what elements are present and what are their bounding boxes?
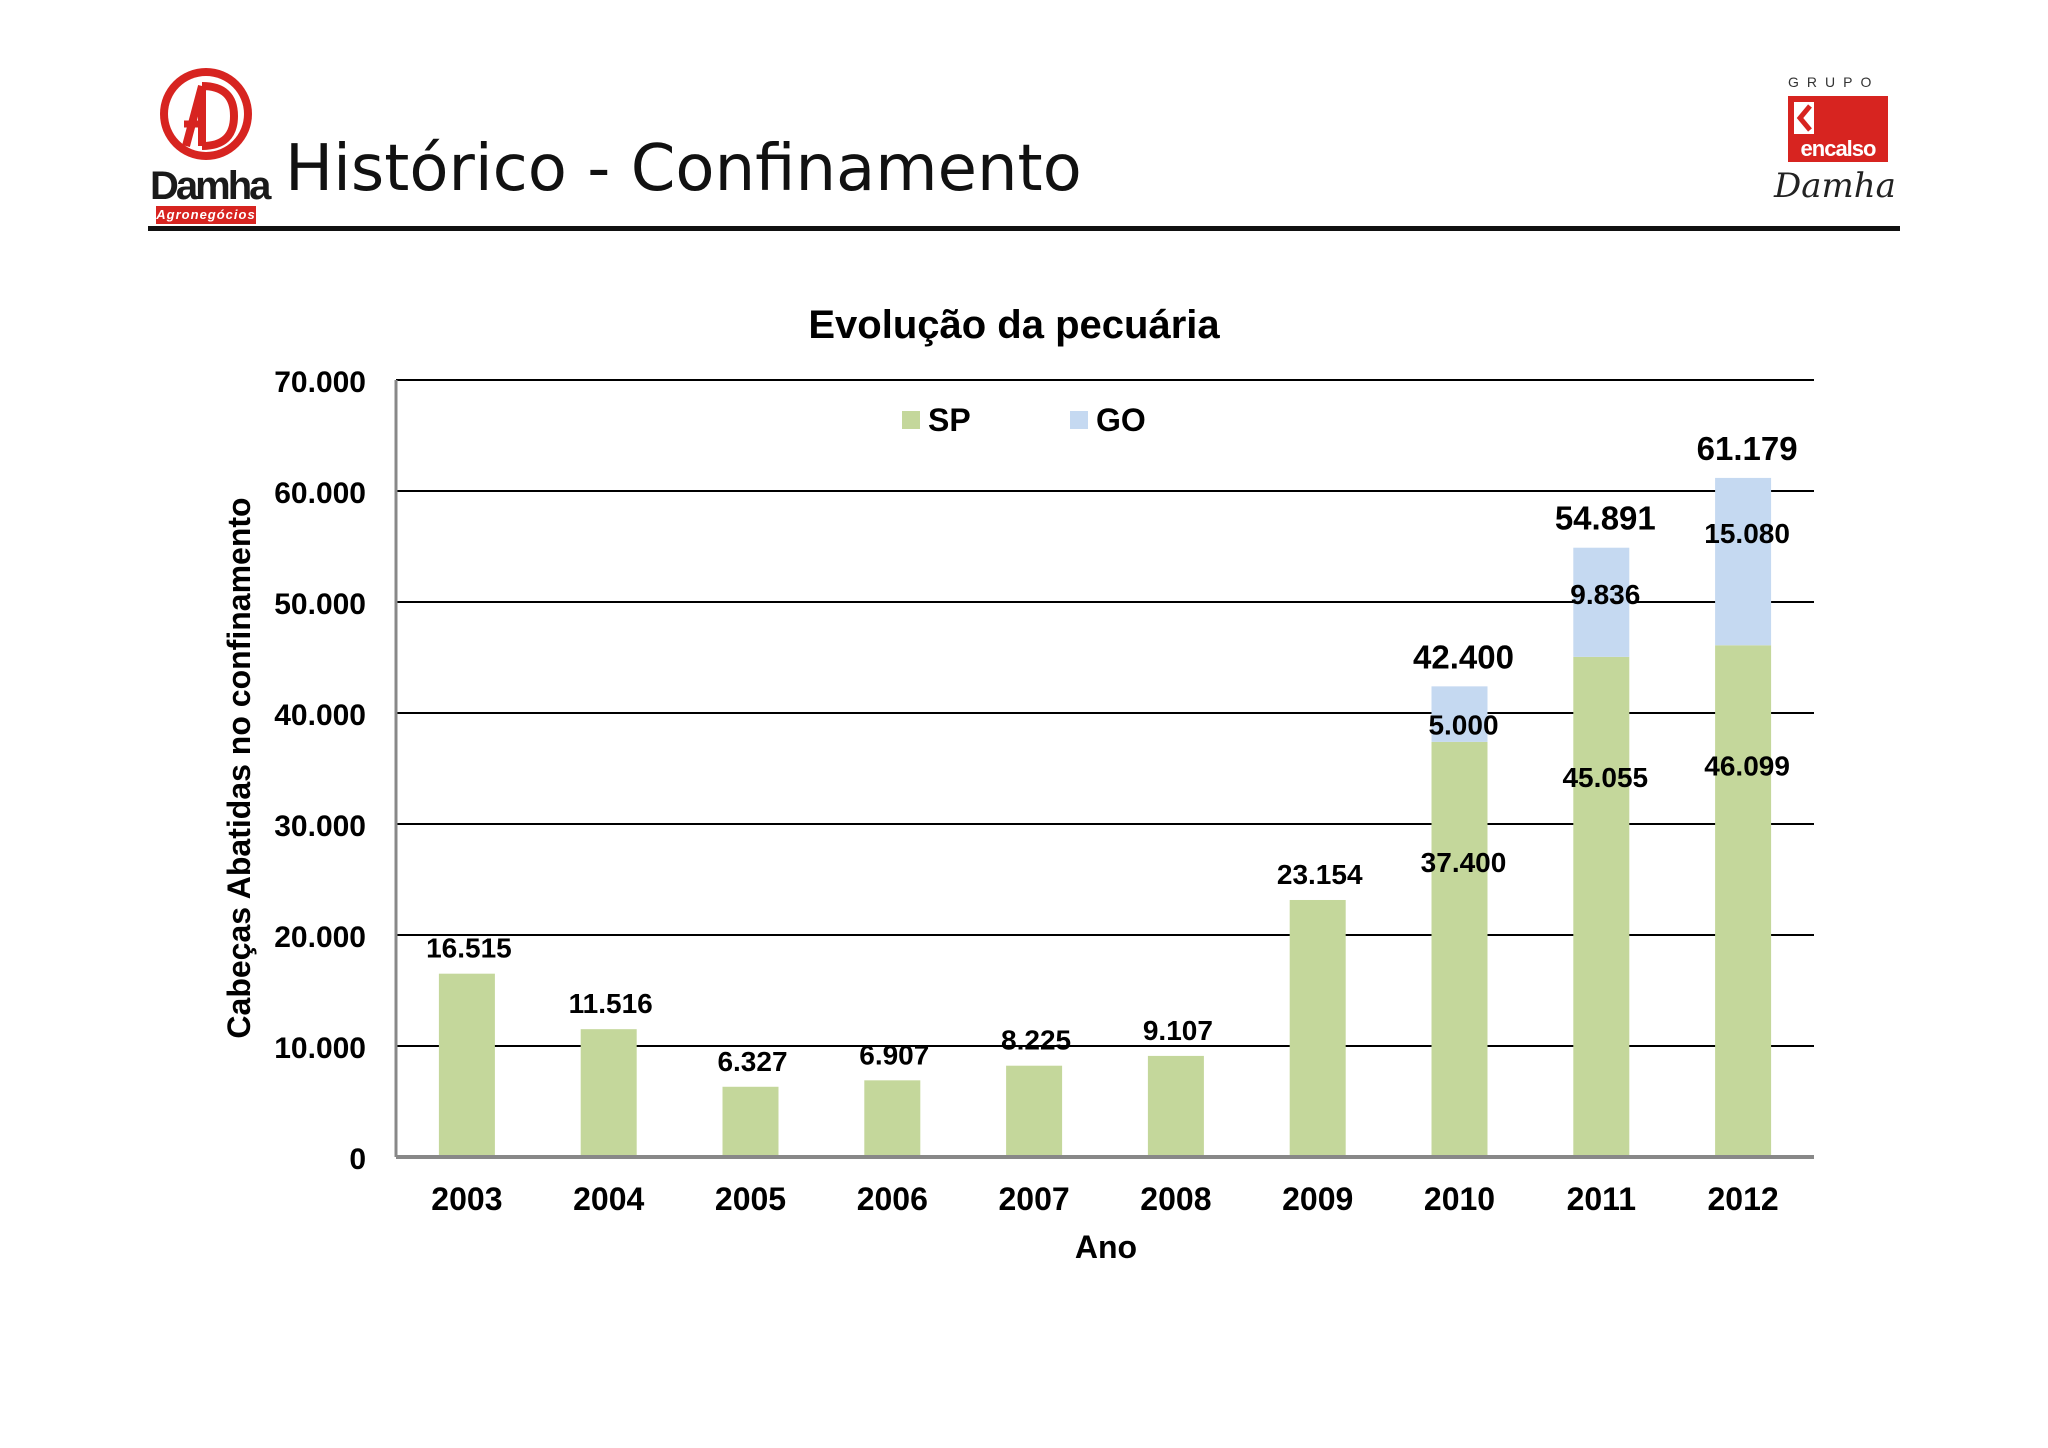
damha-emblem-icon — [160, 68, 252, 160]
chart-title: Evolução da pecuária — [808, 303, 1220, 347]
data-label-sp: 46.099 — [1704, 750, 1790, 781]
y-tick-label: 60.000 — [274, 477, 366, 510]
x-tick-label: 2011 — [1567, 1181, 1636, 1217]
y-tick-label: 70.000 — [274, 366, 366, 399]
legend-swatch-go — [1070, 411, 1088, 429]
y-tick-label: 20.000 — [274, 921, 366, 954]
x-tick-label: 2012 — [1708, 1181, 1779, 1217]
grupo-label: GRUPO — [1788, 74, 1880, 90]
bar-sp-2010 — [1431, 741, 1488, 1157]
title-divider — [148, 226, 1900, 231]
encalso-emblem-icon — [1788, 96, 1888, 162]
y-axis-label: Cabeças Abatidas no confinamento — [221, 497, 257, 1038]
damha-logo: Damha Agronegócios — [150, 64, 271, 226]
y-tick-label: 10.000 — [274, 1032, 366, 1065]
data-label-sp: 45.055 — [1562, 762, 1648, 793]
bar-sp-2006 — [864, 1080, 921, 1157]
bar-sp-2012 — [1715, 645, 1772, 1157]
data-label-sp: 8.225 — [1001, 1025, 1071, 1056]
y-tick-label: 0 — [349, 1143, 366, 1176]
data-label-sp: 23.154 — [1277, 859, 1363, 890]
x-tick-label: 2004 — [573, 1181, 644, 1217]
legend-label-sp: SP — [928, 402, 971, 438]
x-tick-label: 2005 — [715, 1181, 786, 1217]
x-tick-label: 2010 — [1424, 1181, 1495, 1217]
x-tick-label: 2009 — [1282, 1181, 1353, 1217]
data-labels: 16.515 11.516 6.327 6.907 8.225 9.107 23.154 37… — [426, 430, 1797, 1077]
data-label-go: 5.000 — [1428, 710, 1498, 741]
bar-sp-2011 — [1573, 656, 1630, 1157]
damha-wordmark: Damha — [150, 164, 271, 208]
y-tick-label: 50.000 — [274, 588, 366, 621]
x-axis-label: Ano — [1075, 1229, 1137, 1265]
legend: SP GO — [902, 402, 1146, 438]
legend-swatch-sp — [902, 411, 920, 429]
bar-sp-2009 — [1289, 899, 1346, 1157]
bars — [438, 477, 1772, 1157]
y-tick-label: 30.000 — [274, 810, 366, 843]
bar-go-2012 — [1715, 477, 1772, 646]
bar-sp-2007 — [1006, 1065, 1063, 1157]
data-label-sp: 11.516 — [569, 988, 653, 1019]
encalso-wordmark: encalso — [1800, 136, 1877, 161]
bar-sp-2008 — [1147, 1055, 1204, 1157]
page-title: Histórico - Confinamento — [285, 132, 1082, 206]
legend-label-go: GO — [1096, 402, 1146, 438]
bar-go-2010 — [1431, 686, 1488, 742]
bar-go-2011 — [1573, 547, 1630, 657]
bar-sp-2003 — [438, 973, 495, 1157]
x-tick-label: 2008 — [1140, 1181, 1211, 1217]
y-tick-label: 40.000 — [274, 699, 366, 732]
axes: 0 10.000 20.000 30.000 40.000 50.000 60.000 70.… — [274, 366, 1814, 1217]
data-label-go: 15.080 — [1704, 518, 1790, 549]
x-tick-label: 2006 — [857, 1181, 928, 1217]
data-label-total: 54.891 — [1555, 500, 1656, 537]
data-label-go: 9.836 — [1570, 579, 1640, 610]
data-label-sp: 37.400 — [1421, 847, 1507, 878]
agronegocios-label: Agronegócios — [156, 206, 256, 224]
data-label-total: 61.179 — [1697, 430, 1798, 467]
encalso-logo: GRUPO encalso Damha — [1760, 72, 1910, 220]
data-label-sp: 16.515 — [426, 933, 512, 964]
data-label-sp: 9.107 — [1143, 1015, 1213, 1046]
x-tick-label: 2007 — [999, 1181, 1070, 1217]
data-label-sp: 6.327 — [717, 1046, 787, 1077]
damha-signature: Damha — [1774, 166, 1896, 206]
data-label-sp: 6.907 — [859, 1039, 929, 1070]
bar-sp-2005 — [722, 1086, 779, 1157]
x-tick-label: 2003 — [431, 1181, 502, 1217]
bar-sp-2004 — [580, 1029, 637, 1157]
data-label-total: 42.400 — [1413, 638, 1514, 675]
